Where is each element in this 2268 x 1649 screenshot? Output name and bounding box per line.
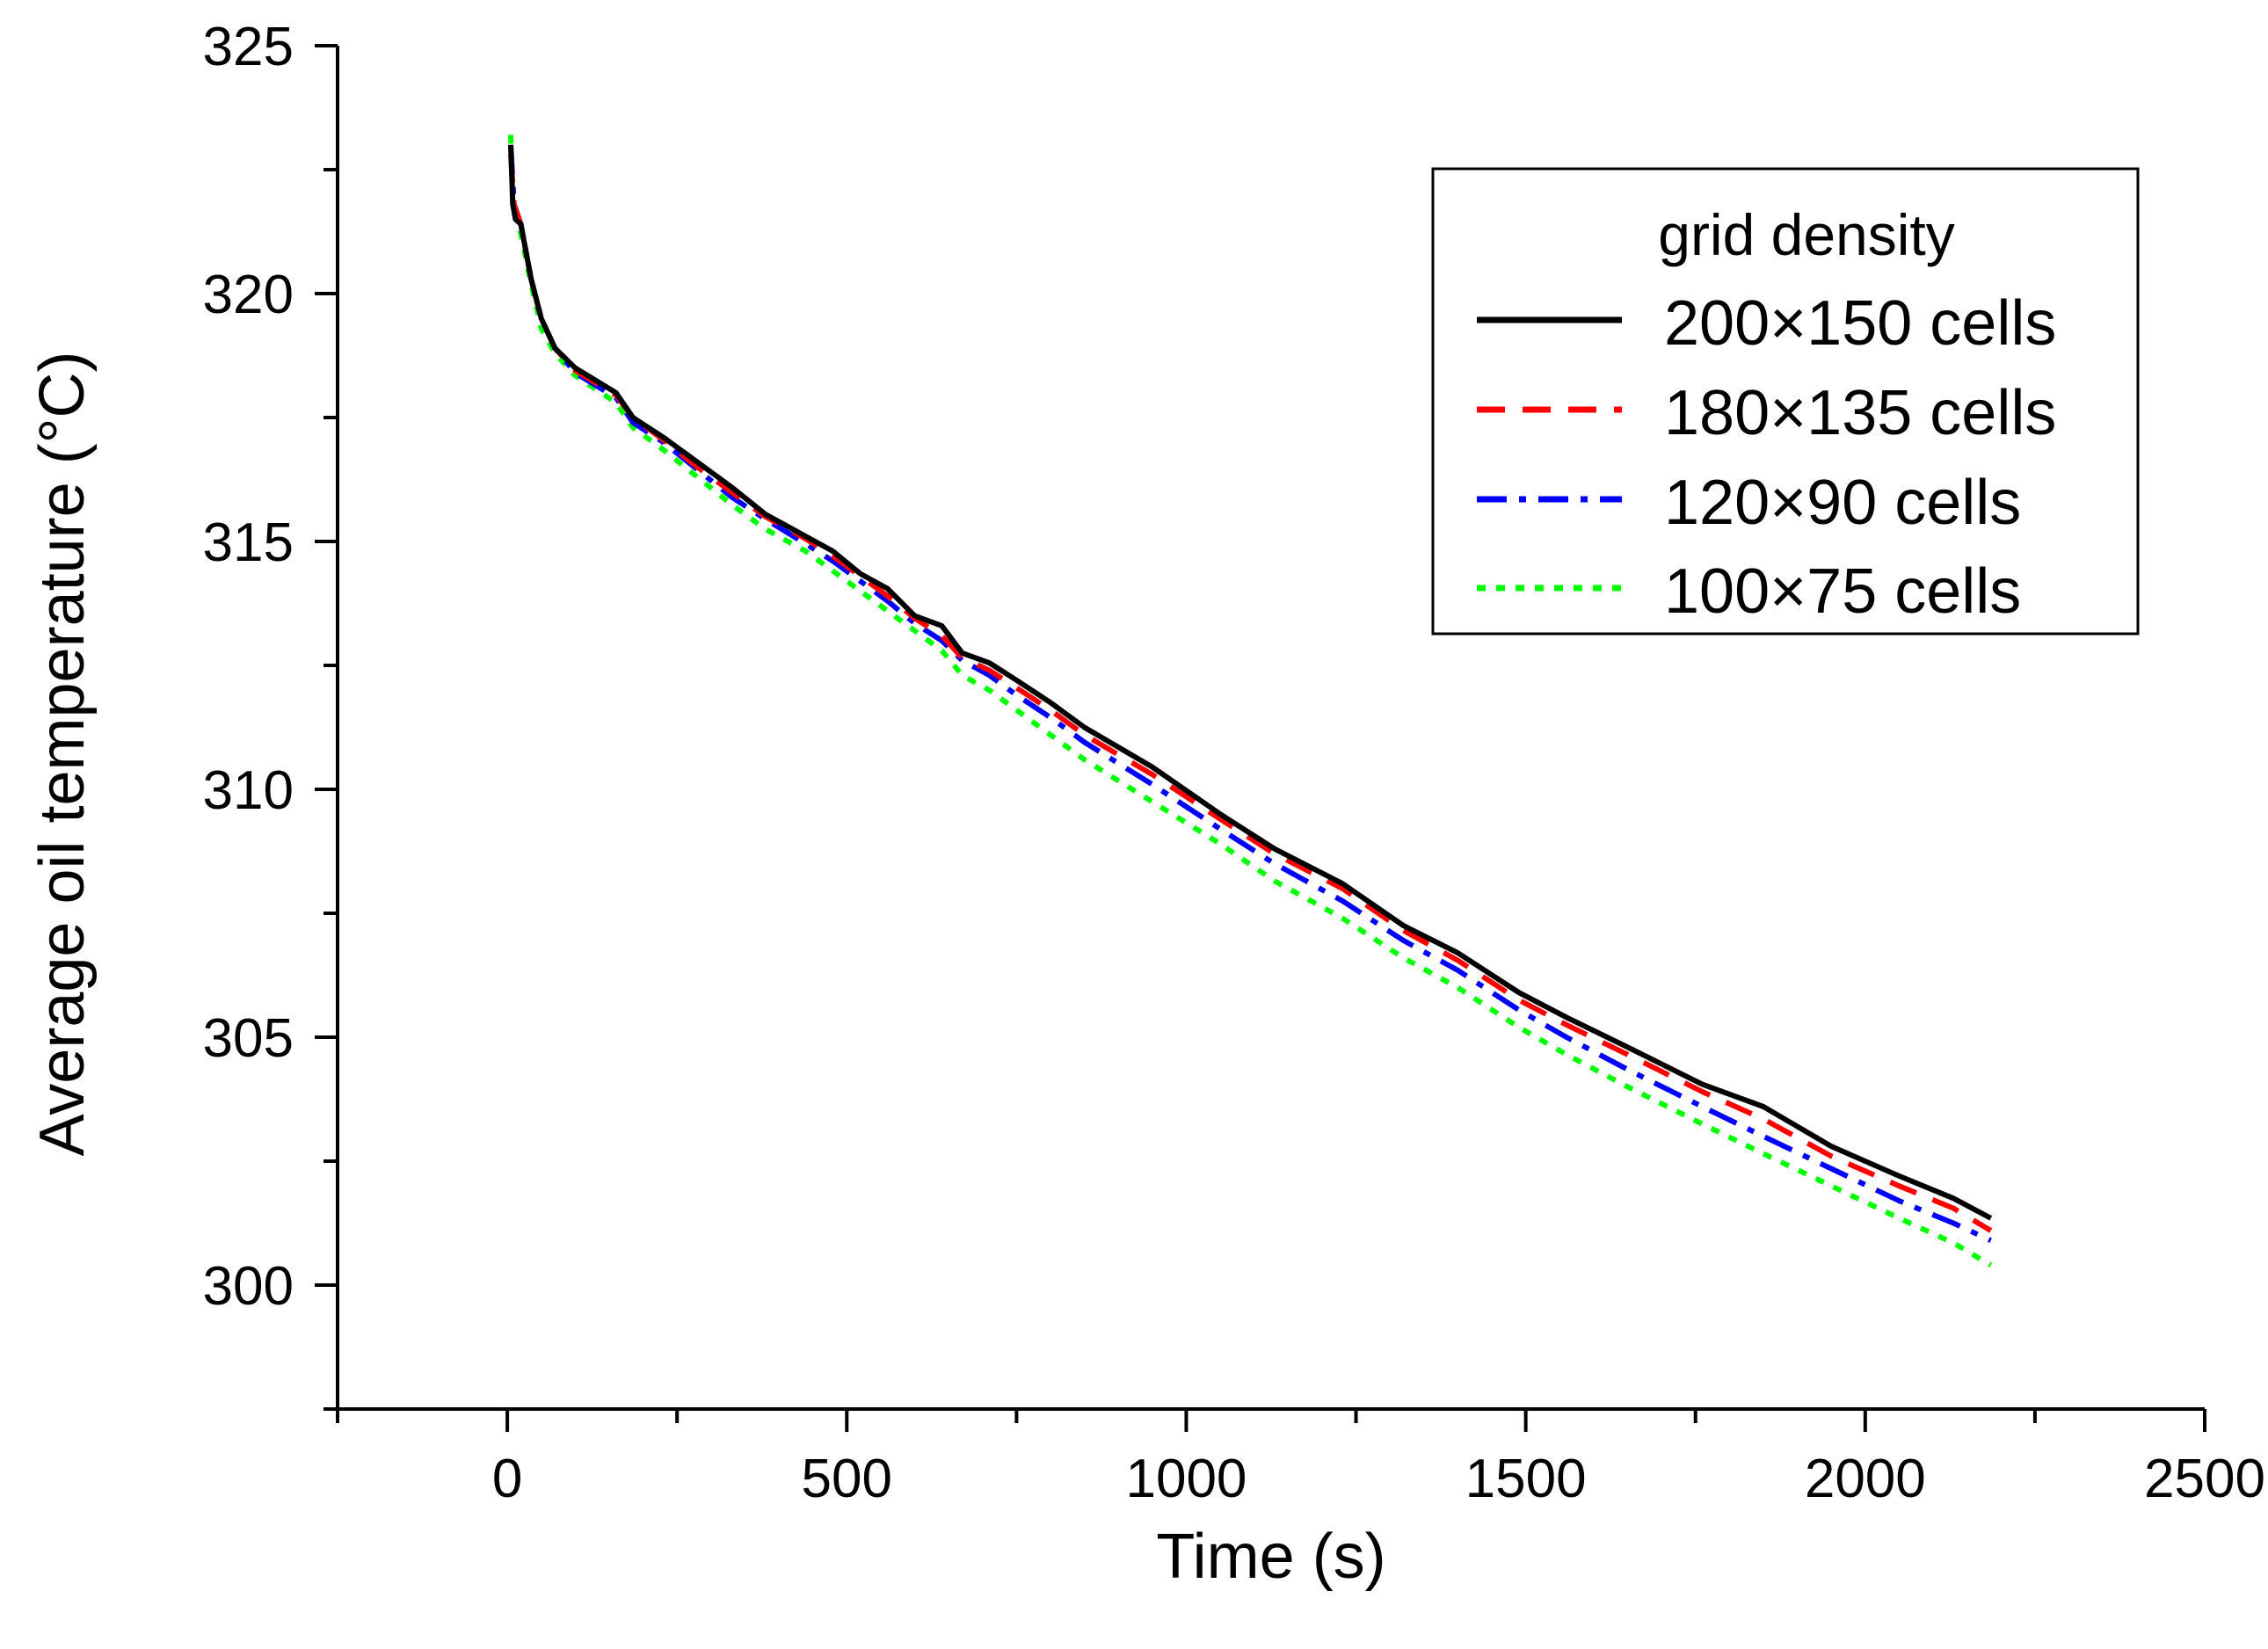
legend-box [1431, 167, 2140, 636]
y-tick-label: 300 [203, 1256, 294, 1317]
y-tick-label: 320 [203, 265, 294, 325]
series-line-dot [508, 134, 1993, 1268]
x-tick-label: 1500 [1465, 1449, 1587, 1509]
legend-label: 180×135 cells [1664, 378, 2056, 448]
y-tick-label: 310 [203, 760, 294, 821]
x-tick-label: 2000 [1805, 1449, 1926, 1509]
x-axis-title: Time (s) [1156, 1522, 1385, 1592]
x-tick-label: 2500 [2144, 1449, 2265, 1509]
x-tick-label: 500 [802, 1449, 892, 1509]
legend-title: grid density [1658, 202, 1955, 267]
legend-items: 200×150 cells 180×135 cells 120×90 cells 10… [1477, 288, 2056, 627]
y-axis-ticks: 300 305 310 315 320 325 [203, 17, 338, 1411]
x-axis-ticks: 0 500 1000 1500 2000 2500 [336, 1409, 2265, 1509]
legend-label: 200×150 cells [1664, 288, 2056, 359]
y-tick-label: 325 [203, 17, 294, 77]
legend-label: 100×75 cells [1664, 556, 2021, 627]
y-tick-label: 315 [203, 512, 294, 573]
series-line-solid [508, 144, 1993, 1221]
y-axis-title: Average oil temperature (°C) [27, 352, 98, 1157]
x-tick-label: 1000 [1125, 1449, 1247, 1509]
plot-area: 0 500 1000 1500 2000 2500 300 305 310 315 320 325 [203, 17, 2265, 1509]
y-tick-label: 305 [203, 1008, 294, 1069]
series-layer [508, 134, 1993, 1268]
legend: grid density 200×150 cells 180×135 cells 1… [1431, 167, 2140, 636]
legend-label: 120×90 cells [1664, 468, 2021, 538]
x-tick-label: 0 [492, 1449, 522, 1509]
